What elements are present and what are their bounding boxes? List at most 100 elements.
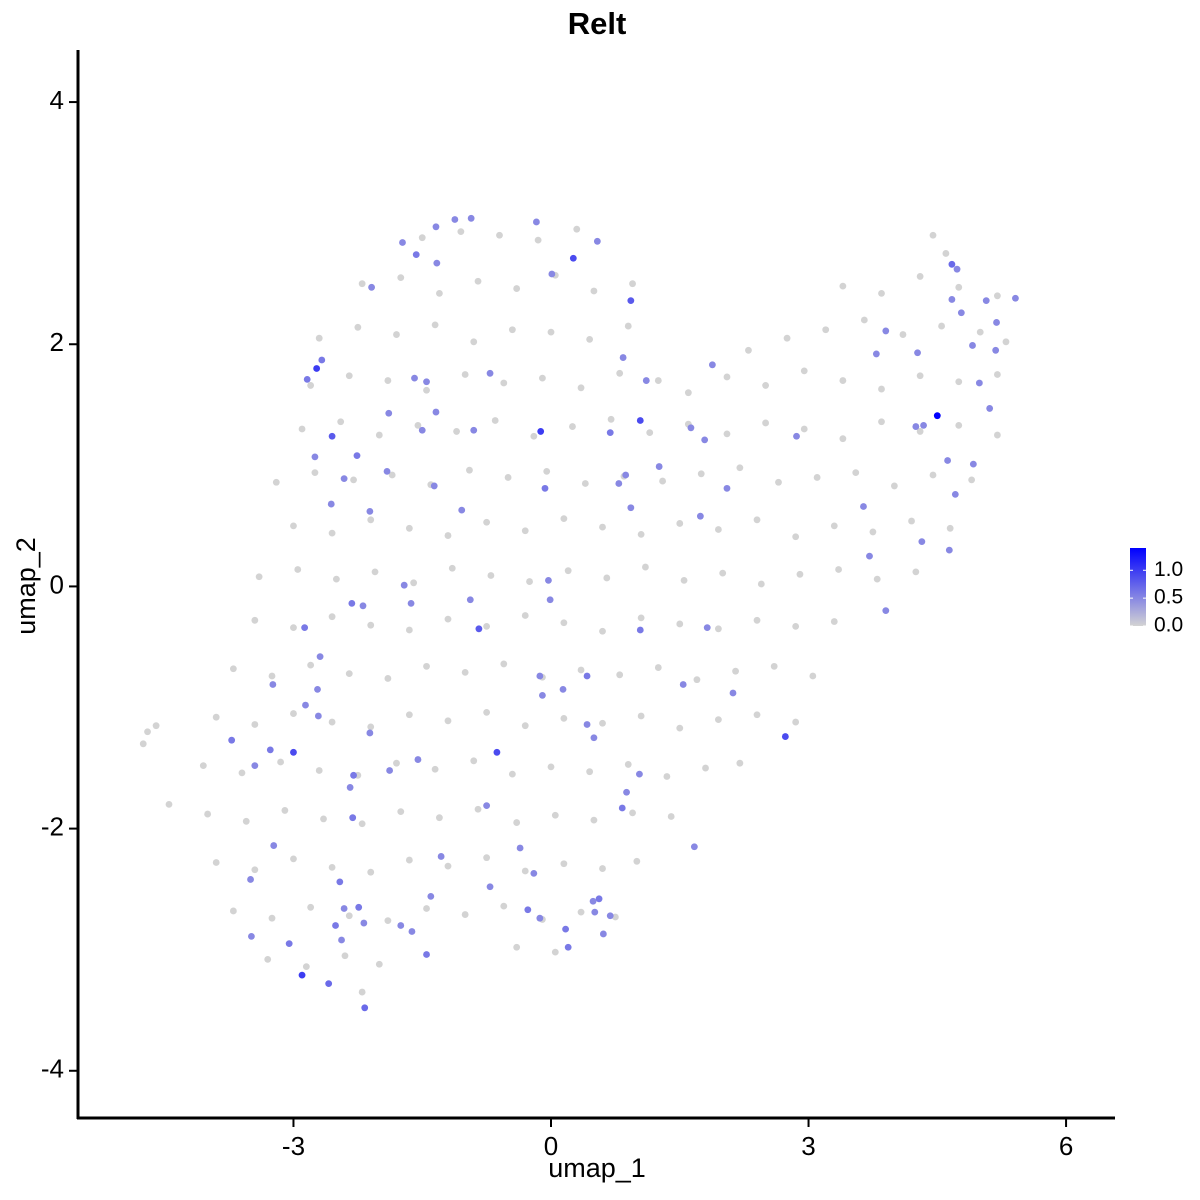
point xyxy=(366,729,374,737)
point xyxy=(431,321,439,329)
point xyxy=(770,662,778,670)
point xyxy=(272,478,280,486)
point xyxy=(667,813,675,820)
point xyxy=(944,457,952,464)
point xyxy=(340,475,348,483)
point xyxy=(405,524,413,532)
point xyxy=(792,533,800,541)
point xyxy=(431,765,439,773)
point xyxy=(285,940,293,948)
point xyxy=(918,538,926,546)
point xyxy=(423,386,430,394)
point xyxy=(589,897,597,905)
point xyxy=(916,428,924,435)
point xyxy=(513,285,521,292)
point xyxy=(298,425,306,433)
point xyxy=(290,522,297,530)
point xyxy=(500,379,508,387)
point xyxy=(560,715,568,722)
point xyxy=(929,231,937,239)
point xyxy=(474,805,482,813)
point xyxy=(530,432,538,440)
point xyxy=(654,377,662,384)
point xyxy=(703,624,711,631)
point xyxy=(543,467,551,475)
point xyxy=(680,576,688,584)
point xyxy=(860,503,867,510)
point xyxy=(493,748,501,756)
point xyxy=(955,283,963,291)
point xyxy=(346,784,354,791)
point xyxy=(418,426,426,434)
point xyxy=(397,922,405,929)
colorbar-tick-label: 0.5 xyxy=(1154,586,1183,609)
point xyxy=(599,930,607,938)
point xyxy=(982,297,990,305)
point xyxy=(714,625,722,633)
y-tick-label: -4 xyxy=(41,1054,64,1084)
y-tick-label: 0 xyxy=(50,569,64,599)
point xyxy=(301,624,309,631)
point xyxy=(792,622,800,630)
point xyxy=(948,260,956,268)
point xyxy=(251,866,259,874)
point xyxy=(809,672,817,680)
point xyxy=(539,374,546,382)
point xyxy=(418,234,426,242)
point xyxy=(350,476,357,484)
point xyxy=(616,369,624,377)
point xyxy=(355,903,363,911)
points xyxy=(139,214,1019,1012)
point xyxy=(736,464,744,472)
point xyxy=(599,523,606,531)
point xyxy=(470,338,478,346)
point xyxy=(504,474,512,481)
point xyxy=(942,250,950,257)
point xyxy=(345,912,353,920)
point xyxy=(953,265,961,273)
point xyxy=(408,928,416,935)
point xyxy=(969,342,976,349)
point xyxy=(629,280,636,288)
point xyxy=(315,334,323,342)
y-tick-label: 2 xyxy=(50,327,64,357)
point xyxy=(483,622,491,630)
point xyxy=(423,662,430,670)
point xyxy=(781,733,789,740)
point xyxy=(800,367,808,375)
point xyxy=(569,254,577,262)
point xyxy=(955,378,963,386)
point xyxy=(633,857,641,865)
point xyxy=(268,914,276,922)
point xyxy=(328,613,336,621)
point xyxy=(461,668,469,676)
point xyxy=(384,917,392,925)
point xyxy=(358,820,366,828)
point xyxy=(813,474,821,481)
point xyxy=(992,346,1000,354)
point xyxy=(444,862,452,870)
point xyxy=(536,672,544,680)
point xyxy=(968,476,976,484)
point xyxy=(899,331,907,338)
point xyxy=(793,432,800,440)
point xyxy=(461,911,469,918)
point xyxy=(830,618,838,625)
point xyxy=(268,672,276,680)
point xyxy=(248,932,255,940)
point xyxy=(315,767,323,774)
point xyxy=(929,471,937,479)
point xyxy=(624,761,632,768)
point xyxy=(483,802,491,809)
point xyxy=(993,319,1000,326)
point xyxy=(757,580,765,588)
point xyxy=(637,614,645,622)
point xyxy=(637,530,645,538)
point xyxy=(822,326,830,334)
point xyxy=(736,759,744,767)
point xyxy=(290,624,297,631)
point xyxy=(719,569,727,577)
point xyxy=(521,612,529,619)
point xyxy=(513,943,521,951)
point xyxy=(607,415,615,423)
